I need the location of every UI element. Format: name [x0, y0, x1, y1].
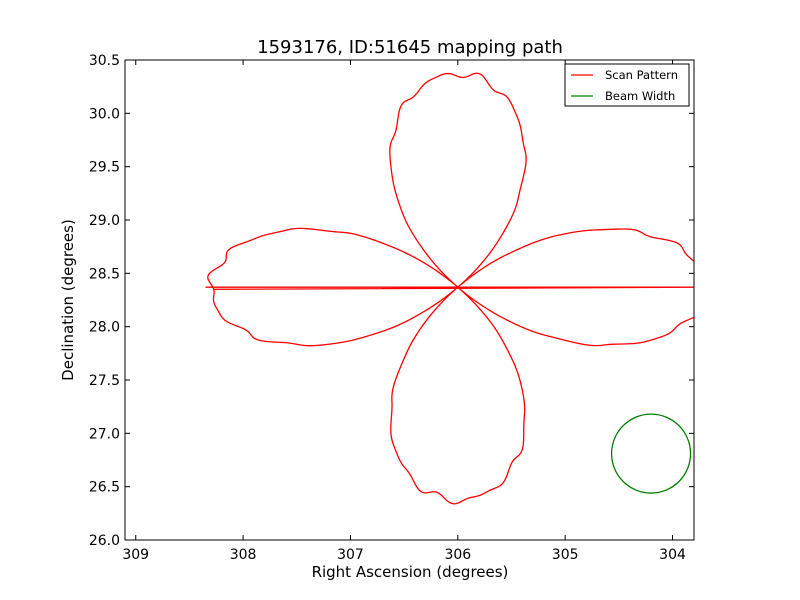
legend-label-scan-pattern: Scan Pattern — [605, 68, 678, 82]
chart-title: 1593176, ID:51645 mapping path — [257, 37, 563, 58]
x-tick-label: 304 — [659, 547, 686, 563]
x-tick-label: 309 — [122, 547, 149, 563]
y-tick-label: 29.0 — [89, 213, 120, 229]
beam-width-circle — [610, 413, 692, 494]
legend-label-beam-width: Beam Width — [605, 89, 675, 103]
legend-box — [564, 63, 690, 107]
x-tick-label: 307 — [337, 547, 364, 563]
y-axis-label: Declination (degrees) — [59, 219, 77, 381]
y-tick-label: 30.0 — [89, 106, 120, 122]
legend: Scan Pattern Beam Width — [564, 63, 690, 107]
x-axis: 309 308 307 306 305 304 — [122, 60, 686, 563]
plot-frame — [124, 59, 695, 541]
y-tick-label: 30.5 — [89, 53, 120, 69]
y-tick-label: 28.5 — [89, 266, 120, 282]
y-axis: 26.0 26.5 27.0 27.5 28.0 28.5 29.0 29.5 30.0 30.5 — [89, 53, 694, 549]
y-tick-label: 28.0 — [89, 320, 120, 336]
y-tick-label: 29.5 — [89, 160, 120, 176]
y-tick-label: 27.5 — [89, 373, 120, 389]
x-tick-label: 308 — [230, 547, 257, 563]
y-tick-label: 26.0 — [89, 533, 120, 549]
plot-area — [125, 60, 694, 540]
x-tick-label: 306 — [444, 547, 471, 563]
y-tick-label: 27.0 — [89, 426, 120, 442]
y-tick-label: 26.5 — [89, 480, 120, 496]
scan-pattern-line — [205, 72, 694, 505]
x-axis-label: Right Ascension (degrees) — [312, 563, 509, 581]
series-layer — [205, 72, 694, 505]
x-tick-label: 305 — [552, 547, 579, 563]
